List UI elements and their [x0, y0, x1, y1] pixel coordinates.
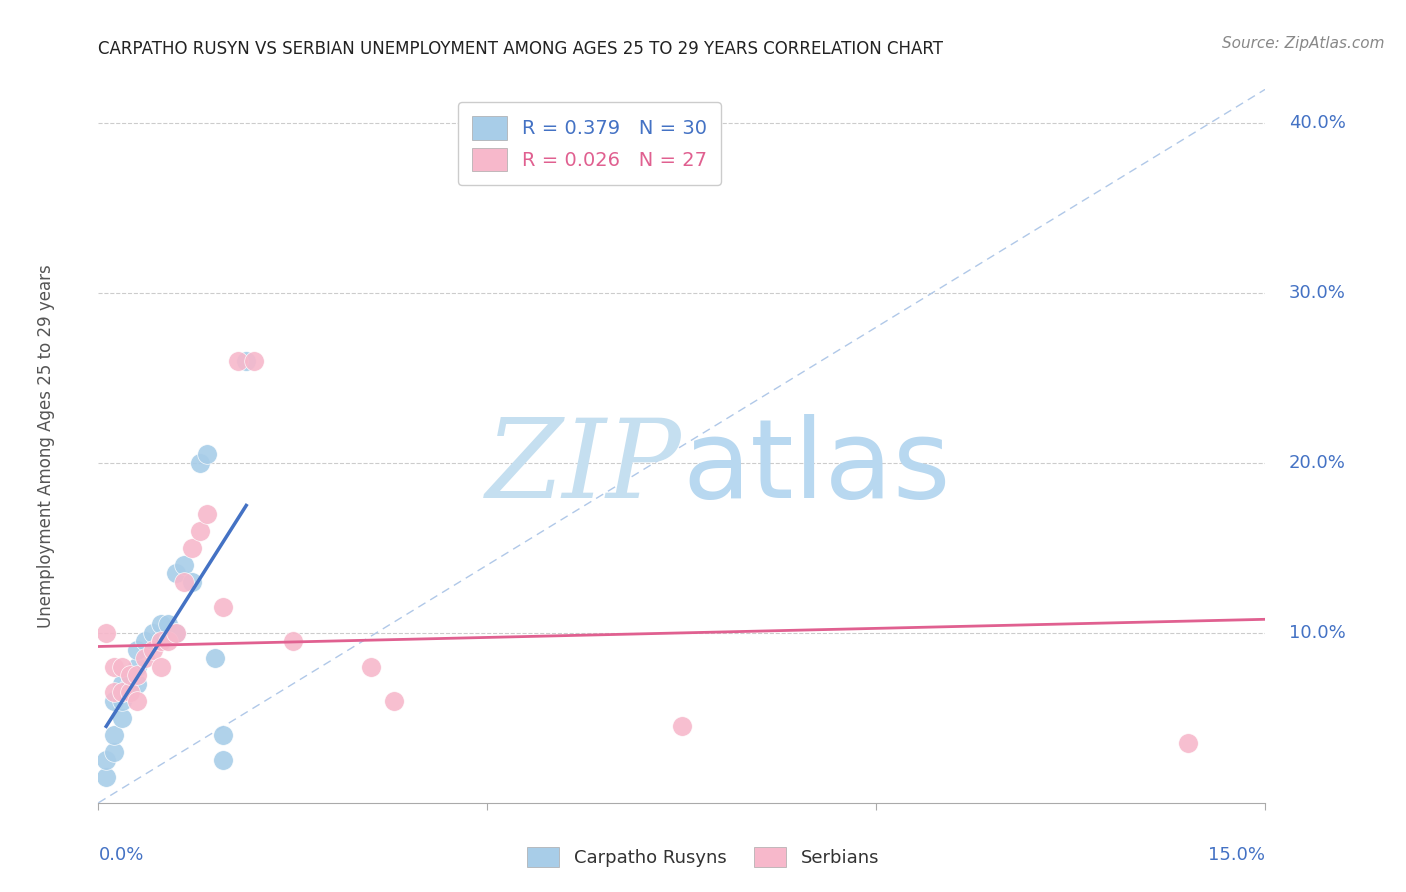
Point [127, 660, 149, 674]
Point [134, 651, 156, 665]
Point [111, 677, 134, 691]
Point [188, 524, 211, 538]
Point [111, 694, 134, 708]
Text: ZIP: ZIP [486, 414, 682, 521]
Point [360, 660, 382, 674]
Text: 0.0%: 0.0% [98, 846, 143, 863]
Point [127, 643, 149, 657]
Legend: R = 0.379   N = 30, R = 0.026   N = 27: R = 0.379 N = 30, R = 0.026 N = 27 [458, 103, 721, 185]
Point [149, 617, 172, 632]
Point [212, 753, 235, 767]
Point [204, 651, 226, 665]
Point [111, 711, 134, 725]
Point [103, 685, 125, 699]
Point [180, 541, 202, 555]
Point [149, 634, 172, 648]
Text: CARPATHO RUSYN VS SERBIAN UNEMPLOYMENT AMONG AGES 25 TO 29 YEARS CORRELATION CHA: CARPATHO RUSYN VS SERBIAN UNEMPLOYMENT A… [98, 40, 943, 58]
Point [157, 634, 180, 648]
Point [235, 354, 257, 368]
Point [281, 634, 304, 648]
Text: Source: ZipAtlas.com: Source: ZipAtlas.com [1222, 36, 1385, 51]
Point [118, 668, 141, 682]
Point [96, 770, 118, 784]
Point [111, 685, 134, 699]
Point [103, 660, 125, 674]
Legend: Carpatho Rusyns, Serbians: Carpatho Rusyns, Serbians [520, 839, 886, 874]
Point [118, 685, 141, 699]
Text: 15.0%: 15.0% [1208, 846, 1265, 863]
Point [134, 634, 156, 648]
Point [142, 626, 165, 640]
Point [111, 685, 134, 699]
Point [165, 626, 187, 640]
Point [103, 745, 125, 759]
Point [212, 728, 235, 742]
Point [149, 634, 172, 648]
Text: 10.0%: 10.0% [1289, 624, 1346, 642]
Point [212, 600, 235, 615]
Point [180, 574, 202, 589]
Point [127, 694, 149, 708]
Point [118, 685, 141, 699]
Point [96, 626, 118, 640]
Point [157, 617, 180, 632]
Point [165, 626, 187, 640]
Point [118, 668, 141, 682]
Point [103, 728, 125, 742]
Point [127, 668, 149, 682]
Text: 30.0%: 30.0% [1289, 284, 1346, 302]
Point [243, 354, 266, 368]
Text: 40.0%: 40.0% [1289, 114, 1346, 132]
Point [173, 574, 195, 589]
Point [149, 660, 172, 674]
Point [382, 694, 405, 708]
Point [165, 566, 187, 581]
Text: Unemployment Among Ages 25 to 29 years: Unemployment Among Ages 25 to 29 years [37, 264, 55, 628]
Text: atlas: atlas [682, 414, 950, 521]
Point [103, 694, 125, 708]
Point [188, 456, 211, 470]
Point [195, 507, 218, 521]
Point [127, 677, 149, 691]
Point [228, 354, 250, 368]
Point [142, 643, 165, 657]
Point [195, 448, 218, 462]
Point [96, 753, 118, 767]
Point [671, 719, 693, 733]
Text: 20.0%: 20.0% [1289, 454, 1346, 472]
Point [1177, 736, 1199, 750]
Point [173, 558, 195, 572]
Point [111, 660, 134, 674]
Point [118, 677, 141, 691]
